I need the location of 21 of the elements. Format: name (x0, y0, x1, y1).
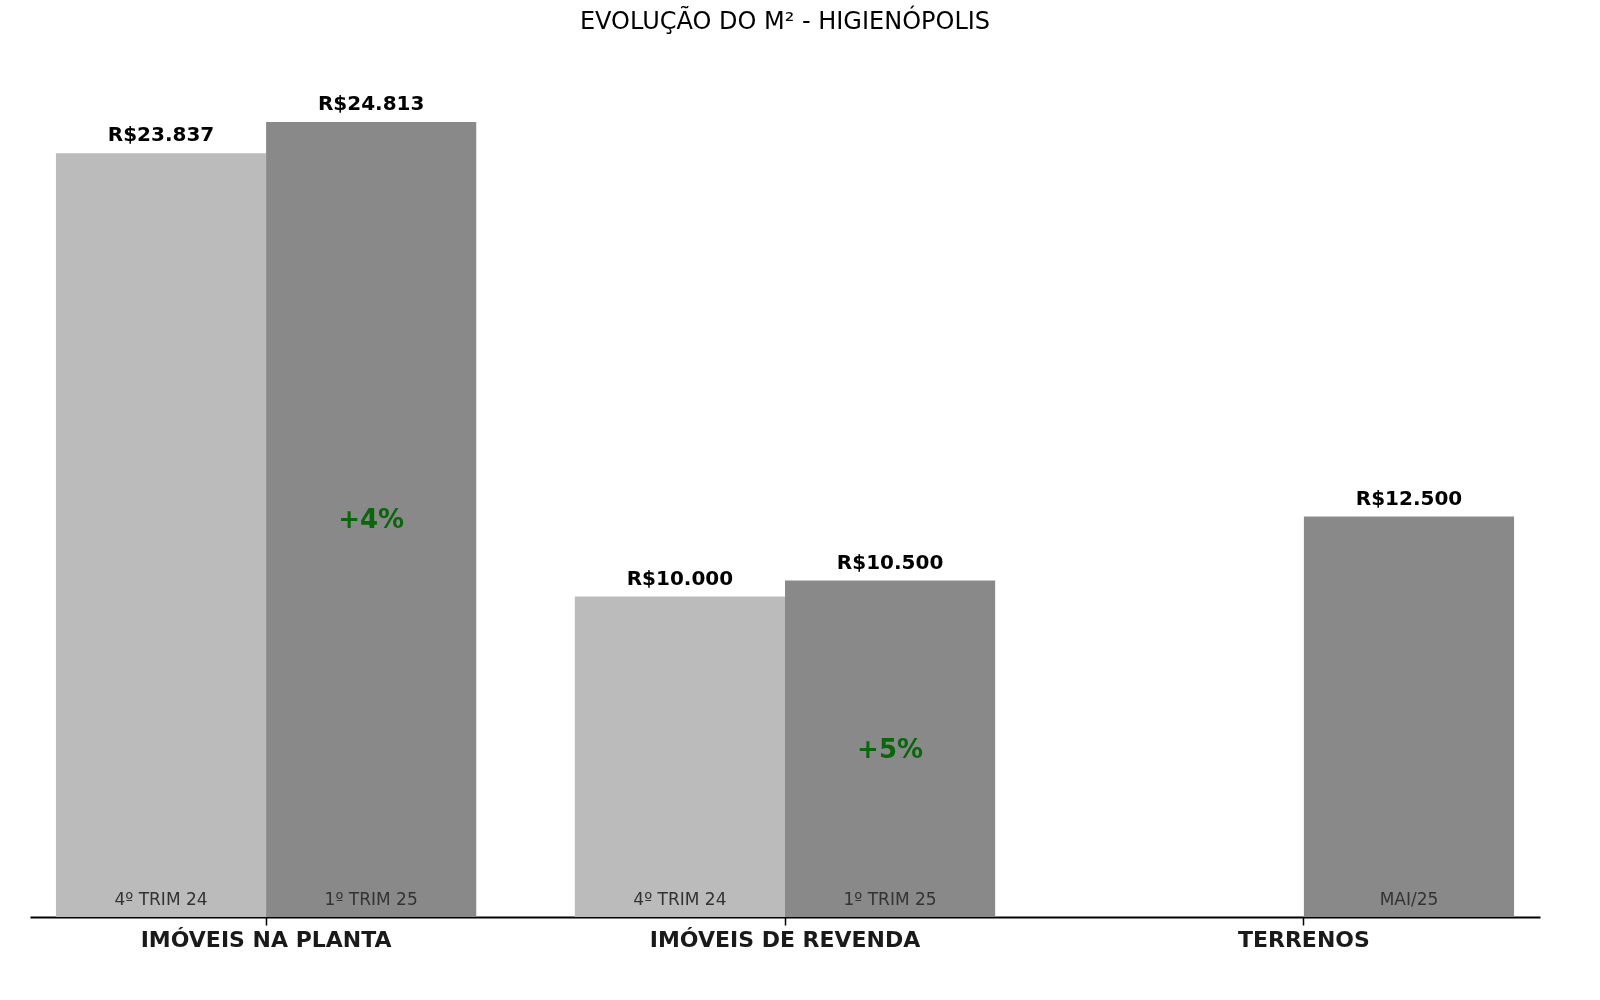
annotation: +4% (338, 503, 405, 534)
series-label: 1º TRIM 25 (324, 889, 418, 909)
bar (574, 596, 785, 917)
bar (266, 122, 477, 917)
annotation: +5% (857, 734, 924, 765)
text: 1º TRIM 25 (843, 889, 937, 909)
bar (1303, 516, 1515, 917)
text: 4º TRIM 24 (633, 889, 727, 909)
data-label: R$10.500 (836, 549, 944, 574)
bar (785, 580, 996, 917)
x-tick-label: TERRENOS (1237, 926, 1370, 952)
series-label: MAI/25 (1379, 889, 1439, 909)
data-label: R$24.813 (317, 91, 425, 115)
data-label: R$12.500 (1355, 485, 1463, 510)
data-label: R$10.000 (626, 565, 734, 590)
series-label: 4º TRIM 24 (114, 889, 208, 909)
data-label: R$23.837 (107, 122, 215, 147)
chart-title: EVOLUÇÃO DO M² - HIGIENÓPOLIS (579, 5, 991, 35)
x-tick-label: IMÓVEIS NA PLANTA (140, 926, 392, 952)
x-tick-label: IMÓVEIS DE REVENDA (649, 926, 921, 952)
bar (55, 153, 267, 917)
